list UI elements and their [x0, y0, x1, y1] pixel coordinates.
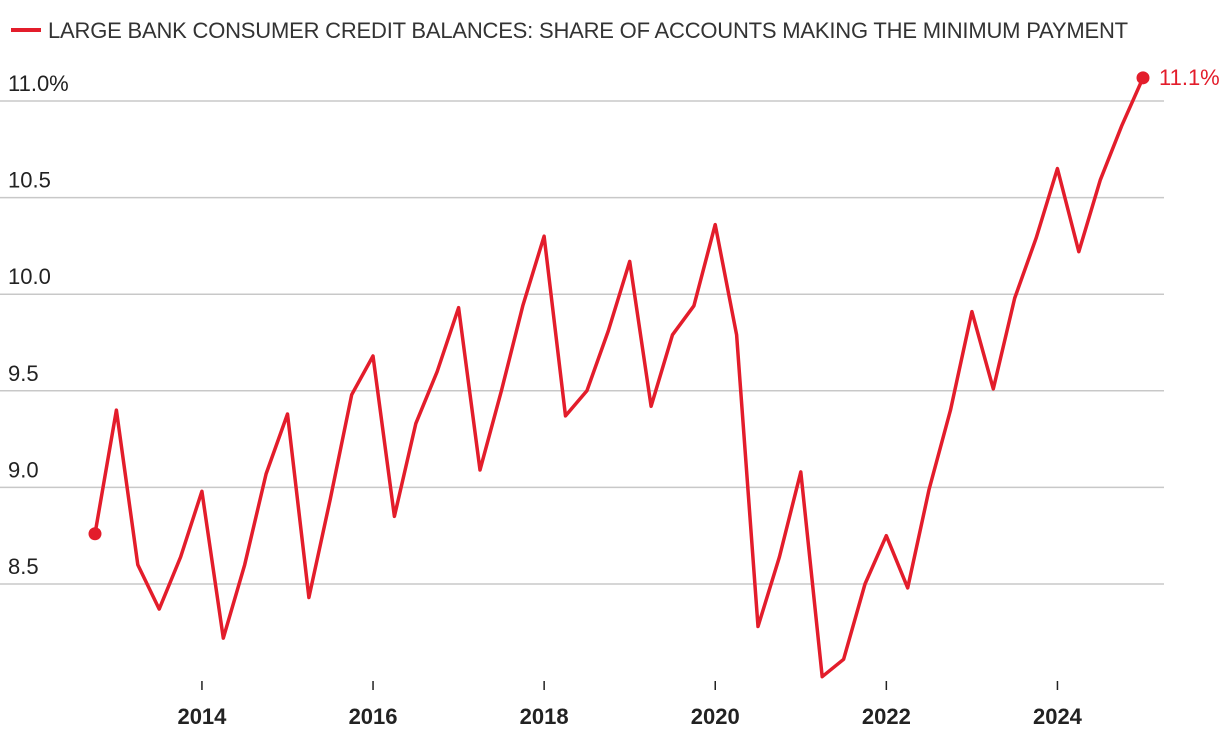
y-tick-label: 8.5	[8, 554, 39, 579]
series: 11.1%	[88, 65, 1220, 679]
series-line	[93, 76, 1145, 679]
x-tick-label: 2024	[1033, 704, 1083, 729]
series-end-point	[1136, 71, 1150, 85]
y-tick-label: 10.0	[8, 264, 51, 289]
x-axis-ticks: 2014 2016 2018 2020 2022 2024	[177, 681, 1083, 729]
y-tick-label: 10.5	[8, 168, 51, 193]
series-start-point	[88, 527, 102, 541]
x-tick-label: 2022	[862, 704, 911, 729]
legend-label: LARGE BANK CONSUMER CREDIT BALANCES: SHA…	[48, 18, 1128, 43]
x-tick-label: 2020	[691, 704, 740, 729]
x-tick-label: 2016	[349, 704, 398, 729]
x-tick-label: 2014	[177, 704, 227, 729]
y-tick-label: 9.0	[8, 457, 39, 482]
series-end-label: 11.1%	[1159, 65, 1220, 90]
gridlines	[0, 100, 1164, 585]
x-tick-label: 2018	[520, 704, 569, 729]
y-tick-label: 9.5	[8, 361, 39, 386]
legend: LARGE BANK CONSUMER CREDIT BALANCES: SHA…	[11, 18, 1128, 43]
y-tick-label: 11.0%	[8, 71, 69, 96]
y-axis-ticks: 11.0% 10.5 10.0 9.5 9.0 8.5	[8, 71, 69, 579]
